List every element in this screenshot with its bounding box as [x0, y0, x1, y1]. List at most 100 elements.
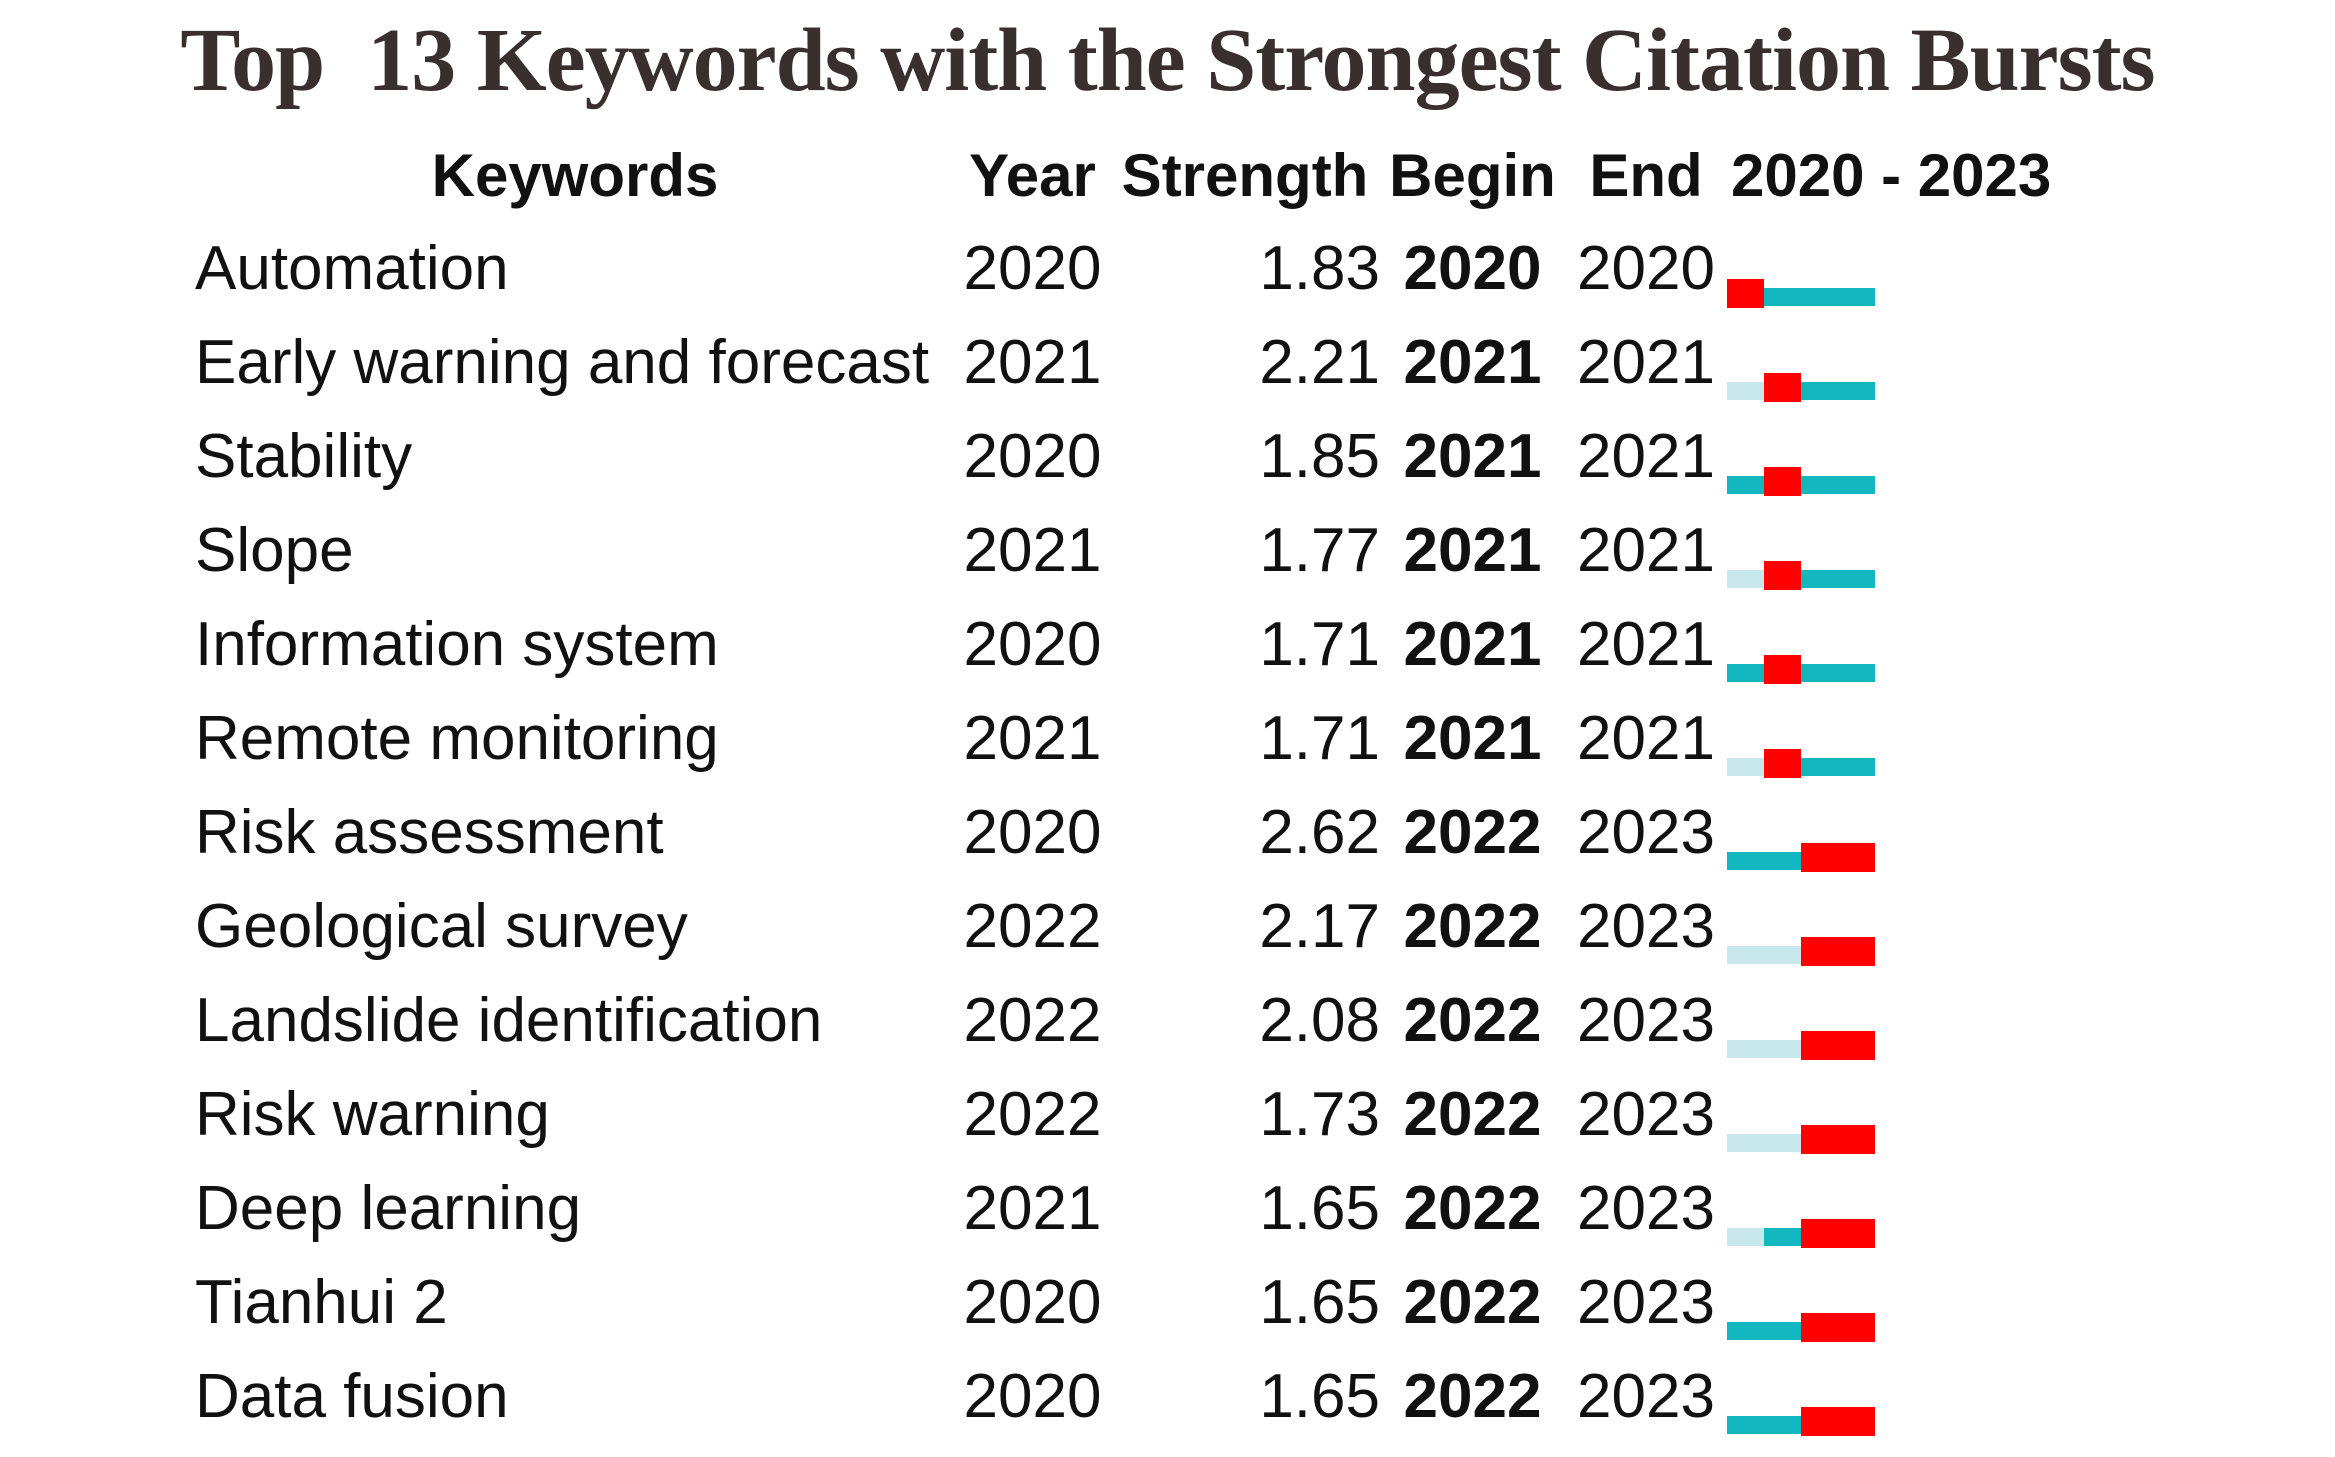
keyword-label: Geological survey	[195, 892, 688, 961]
burst-timeline-bar	[1727, 974, 1875, 1068]
strength-value: 2.17	[1259, 892, 1380, 961]
begin-value: 2022	[1403, 1174, 1542, 1243]
end-value: 2023	[1577, 1268, 1715, 1337]
end-value: 2023	[1577, 798, 1715, 867]
table-row: Information system 2020 1.71 2021 2021	[195, 598, 1875, 692]
year-value: 2022	[963, 1080, 1102, 1149]
strength-value: 1.65	[1259, 1268, 1380, 1337]
end-value: 2021	[1577, 516, 1715, 585]
begin-value: 2022	[1403, 798, 1542, 867]
bar-segment-2022-on	[1801, 664, 1838, 682]
bar-segment-2023-on	[1838, 570, 1875, 588]
table-row: Risk warning 2022 1.73 2022 2023	[195, 1068, 1875, 1162]
burst-timeline-bar	[1727, 1256, 1875, 1350]
chart-title: Top 13 Keywords with the Strongest Citat…	[180, 11, 2155, 110]
bar-segment-2020-pre	[1727, 946, 1764, 964]
strength-value: 1.65	[1259, 1174, 1380, 1243]
keyword-label: Information system	[195, 610, 719, 679]
year-value: 2020	[963, 1362, 1102, 1431]
year-value: 2021	[963, 1174, 1102, 1243]
burst-timeline-bar	[1727, 1162, 1875, 1256]
keyword-label: Early warning and forecast	[195, 328, 930, 397]
strength-value: 1.85	[1259, 422, 1380, 491]
bar-segment-2021-on	[1764, 1228, 1801, 1246]
bar-segment-2021-burst	[1764, 749, 1801, 778]
bar-segment-2022-burst	[1801, 843, 1838, 872]
table-row: Geological survey 2022 2.17 2022 2023	[195, 880, 1875, 974]
burst-timeline-bar	[1727, 692, 1875, 786]
column-header-year: Year	[969, 142, 1096, 209]
bar-segment-2022-on	[1801, 476, 1838, 494]
year-value: 2020	[963, 234, 1102, 303]
end-value: 2021	[1577, 422, 1715, 491]
year-value: 2020	[963, 610, 1102, 679]
keyword-label: Remote monitoring	[195, 704, 719, 773]
bar-segment-2022-burst	[1801, 1313, 1838, 1342]
year-value: 2020	[963, 1268, 1102, 1337]
burst-timeline-bar	[1727, 316, 1875, 410]
year-value: 2022	[963, 986, 1102, 1055]
bar-segment-2021-burst	[1764, 373, 1801, 402]
end-value: 2021	[1577, 704, 1715, 773]
table-row: Deep learning 2021 1.65 2022 2023	[195, 1162, 1875, 1256]
strength-value: 1.73	[1259, 1080, 1380, 1149]
bar-segment-2023-on	[1838, 476, 1875, 494]
bar-segment-2020-on	[1727, 1416, 1764, 1434]
keyword-label: Slope	[195, 516, 354, 585]
bar-segment-2020-burst	[1727, 279, 1764, 308]
table-row: Early warning and forecast 2021 2.21 2021 20…	[195, 316, 1875, 410]
year-value: 2021	[963, 516, 1102, 585]
strength-value: 2.62	[1259, 798, 1380, 867]
end-value: 2021	[1577, 328, 1715, 397]
keyword-label: Data fusion	[195, 1362, 509, 1431]
column-header-timeline: 2020 - 2023	[1731, 142, 2052, 209]
end-value: 2020	[1577, 234, 1715, 303]
bar-segment-2021-pre	[1764, 1040, 1801, 1058]
keyword-label: Risk warning	[195, 1080, 550, 1149]
bar-segment-2021-on	[1764, 1416, 1801, 1434]
column-header-begin: Begin	[1389, 142, 1556, 209]
column-header-strength: Strength	[1121, 142, 1369, 209]
end-value: 2023	[1577, 892, 1715, 961]
burst-timeline-bar	[1727, 410, 1875, 504]
bar-segment-2020-on	[1727, 1322, 1764, 1340]
bar-segment-2023-on	[1838, 382, 1875, 400]
table-row: Tianhui 2 2020 1.65 2022 2023	[195, 1256, 1875, 1350]
bar-segment-2023-on	[1838, 288, 1875, 306]
keyword-label: Risk assessment	[195, 798, 664, 867]
year-value: 2020	[963, 422, 1102, 491]
strength-value: 2.08	[1259, 986, 1380, 1055]
rows: Automation 2020 1.83 2020 2020 Early warning …	[195, 222, 1875, 1444]
strength-value: 1.71	[1259, 610, 1380, 679]
keyword-label: Stability	[195, 422, 413, 491]
keyword-label: Landslide identification	[195, 986, 823, 1055]
bar-segment-2023-burst	[1838, 1219, 1875, 1248]
table-row: Risk assessment 2020 2.62 2022 2023	[195, 786, 1875, 880]
end-value: 2023	[1577, 1080, 1715, 1149]
end-value: 2021	[1577, 610, 1715, 679]
table-header-row: Keywords Year Strength Begin End 2020 - …	[195, 130, 2175, 222]
bar-segment-2022-on	[1801, 758, 1838, 776]
year-value: 2020	[963, 798, 1102, 867]
table-row: Landslide identification 2022 2.08 2022 2023	[195, 974, 1875, 1068]
bar-segment-2021-burst	[1764, 467, 1801, 496]
bar-segment-2022-burst	[1801, 1031, 1838, 1060]
bar-segment-2020-on	[1727, 476, 1764, 494]
begin-value: 2021	[1403, 328, 1542, 397]
burst-timeline-bar	[1727, 1068, 1875, 1162]
table-row: Automation 2020 1.83 2020 2020	[195, 222, 1875, 316]
burst-timeline-bar	[1727, 880, 1875, 974]
keyword-label: Automation	[195, 234, 509, 303]
table-row: Remote monitoring 2021 1.71 2021 2021	[195, 692, 1875, 786]
bar-segment-2020-pre	[1727, 382, 1764, 400]
bar-segment-2023-burst	[1838, 843, 1875, 872]
bar-segment-2020-pre	[1727, 758, 1764, 776]
bar-segment-2023-burst	[1838, 1313, 1875, 1342]
begin-value: 2022	[1403, 986, 1542, 1055]
bar-segment-2022-burst	[1801, 1407, 1838, 1436]
bar-segment-2021-burst	[1764, 561, 1801, 590]
bar-segment-2022-burst	[1801, 1125, 1838, 1154]
strength-value: 1.71	[1259, 704, 1380, 773]
end-value: 2023	[1577, 1174, 1715, 1243]
